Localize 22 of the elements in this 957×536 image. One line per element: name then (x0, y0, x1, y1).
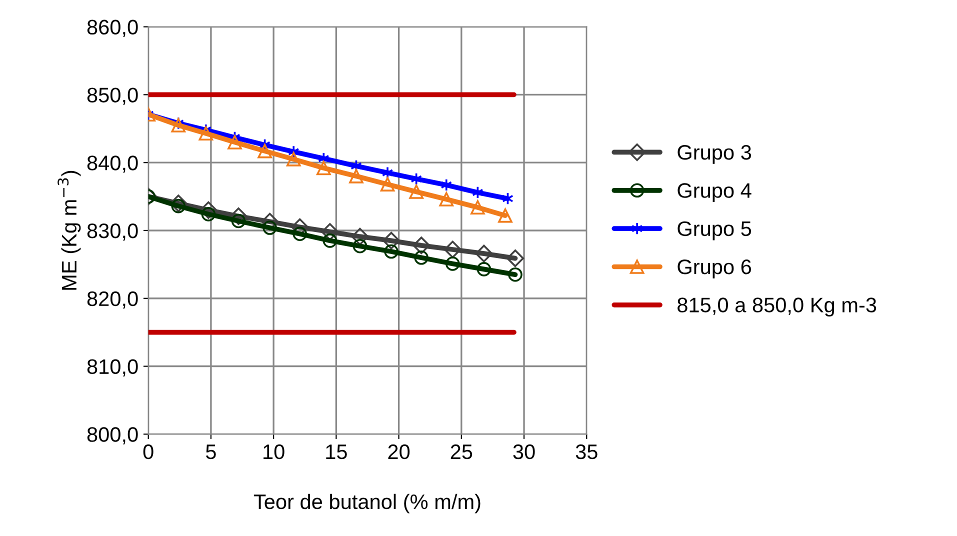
x-tick-label: 5 (206, 444, 216, 460)
x-tick-label: 35 (576, 444, 598, 460)
y-tick-label: 840,0 (87, 156, 138, 173)
y-tick-label: 820,0 (87, 291, 138, 309)
x-tick-label: 20 (388, 444, 410, 460)
legend-label: 815,0 a 850,0 Kg m-3 (678, 298, 876, 317)
y-axis-title: ME (Kg m$^{−3}$) (58, 170, 81, 290)
x-tick-label: 30 (513, 444, 535, 460)
y-tick-label: 800,0 (87, 427, 138, 444)
legend-label: Grupo 4 (678, 183, 752, 202)
y-tick-label: 850,0 (87, 88, 138, 105)
y-tick-label: 860,0 (87, 20, 138, 38)
x-tick-label: 15 (326, 444, 347, 460)
legend-label: Grupo 3 (678, 144, 752, 164)
x-tick-label: 25 (450, 444, 472, 460)
x-tick-label: 10 (264, 444, 284, 460)
legend-label: Grupo 6 (678, 259, 752, 278)
x-tick-label: 0 (143, 444, 154, 460)
y-tick-label: 830,0 (87, 223, 138, 241)
legend-label: Grupo 5 (678, 221, 752, 240)
y-tick-label: 810,0 (87, 359, 138, 376)
x-axis-title: Teor de butanol (% m/m) (254, 494, 480, 514)
